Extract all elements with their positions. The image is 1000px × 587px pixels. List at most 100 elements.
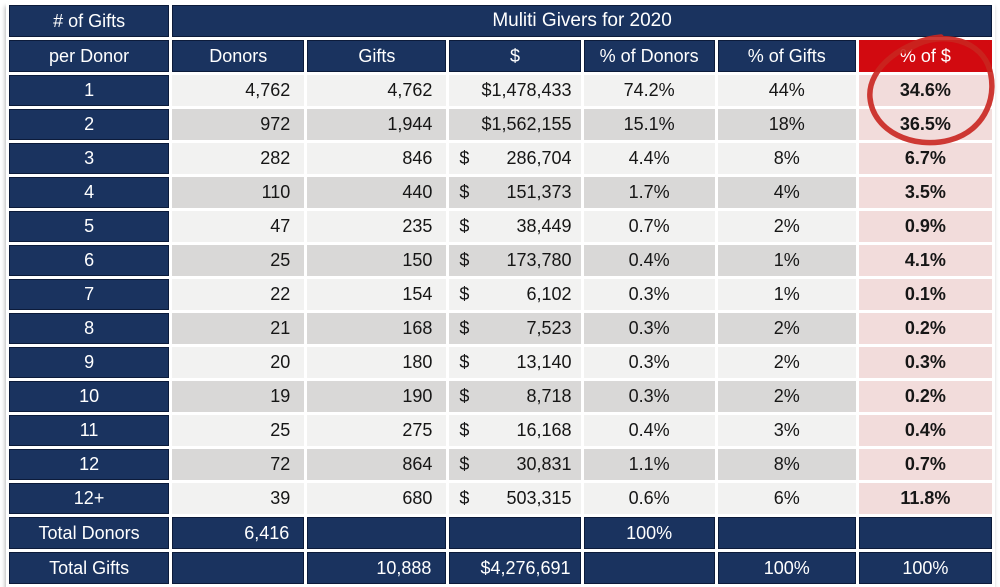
currency-symbol: $ xyxy=(459,318,470,338)
cell-pct-donors: 0.3% xyxy=(583,279,715,310)
cell-gifts: 846 xyxy=(307,143,447,174)
data-row: 1 4,762 4,762 $1,478,433 74.2% 44% 34.6% xyxy=(9,75,992,106)
amount-value: 8,718 xyxy=(526,386,572,406)
cell-total-dollars xyxy=(449,517,581,549)
cell-dollars: $151,373 xyxy=(449,177,581,208)
cell-donors: 22 xyxy=(172,279,305,310)
cell-dollars: $6,102 xyxy=(449,279,581,310)
cell-dollars: $1,478,433 xyxy=(449,75,581,106)
total-row: Total Donors 6,416 100% xyxy=(9,517,992,549)
cell-gifts: 680 xyxy=(307,483,447,514)
cell-pct-donors: 0.3% xyxy=(583,381,715,412)
cell-pct-dollars: 0.2% xyxy=(858,381,992,412)
cell-total-pct-donors: 100% xyxy=(583,517,715,549)
currency-symbol: $ xyxy=(459,488,470,508)
cell-gifts-per-donor: 12 xyxy=(9,449,170,480)
cell-pct-gifts: 44% xyxy=(717,75,856,106)
amount-value: 286,704 xyxy=(506,148,572,168)
cell-total-label: Total Donors xyxy=(9,517,170,549)
data-row: 7 22 154 $6,102 0.3% 1% 0.1% xyxy=(9,279,992,310)
col-header-pct-gifts: % of Gifts xyxy=(717,40,856,72)
cell-pct-donors: 4.4% xyxy=(583,143,715,174)
table-title: Muliti Givers for 2020 xyxy=(172,5,992,37)
data-row: 11 25 275 $16,168 0.4% 3% 0.4% xyxy=(9,415,992,446)
cell-pct-dollars: 4.1% xyxy=(858,245,992,276)
cell-dollars: $16,168 xyxy=(449,415,581,446)
cell-donors: 20 xyxy=(172,347,305,378)
table-body: 1 4,762 4,762 $1,478,433 74.2% 44% 34.6% 2 972 1,… xyxy=(9,75,992,584)
cell-total-gifts: 10,888 xyxy=(307,552,447,584)
cell-gifts-per-donor: 12+ xyxy=(9,483,170,514)
currency-symbol: $ xyxy=(459,250,470,270)
currency-symbol: $ xyxy=(459,284,470,304)
data-row: 2 972 1,944 $1,562,155 15.1% 18% 36.5% xyxy=(9,109,992,140)
cell-total-pct-dollars xyxy=(858,517,992,549)
cell-gifts-per-donor: 6 xyxy=(9,245,170,276)
cell-total-dollars: $4,276,691 xyxy=(449,552,581,584)
cell-pct-gifts: 3% xyxy=(717,415,856,446)
cell-gifts-per-donor: 3 xyxy=(9,143,170,174)
cell-dollars: $8,718 xyxy=(449,381,581,412)
cell-pct-gifts: 1% xyxy=(717,279,856,310)
amount-value: $1,478,433 xyxy=(481,80,572,100)
data-row: 9 20 180 $13,140 0.3% 2% 0.3% xyxy=(9,347,992,378)
cell-donors: 19 xyxy=(172,381,305,412)
cell-total-donors: 6,416 xyxy=(172,517,305,549)
cell-pct-dollars: 6.7% xyxy=(858,143,992,174)
cell-pct-dollars: 11.8% xyxy=(858,483,992,514)
title-row: # of Gifts Muliti Givers for 2020 xyxy=(9,5,992,37)
cell-pct-dollars: 36.5% xyxy=(858,109,992,140)
cell-total-gifts xyxy=(307,517,447,549)
cell-dollars: $173,780 xyxy=(449,245,581,276)
col-header-pct-dollars: % of $ xyxy=(858,40,992,72)
amount-value: 13,140 xyxy=(516,352,572,372)
cell-dollars: $503,315 xyxy=(449,483,581,514)
cell-donors: 47 xyxy=(172,211,305,242)
column-header-row: per Donor Donors Gifts $ % of Donors % o… xyxy=(9,40,992,72)
cell-total-pct-gifts xyxy=(717,517,856,549)
amount-value: 38,449 xyxy=(516,216,572,236)
cell-gifts: 168 xyxy=(307,313,447,344)
cell-dollars: $7,523 xyxy=(449,313,581,344)
cell-total-pct-dollars: 100% xyxy=(858,552,992,584)
corner-cell-gifts: # of Gifts xyxy=(9,5,170,37)
cell-pct-gifts: 8% xyxy=(717,143,856,174)
multi-givers-table: # of Gifts Muliti Givers for 2020 per Do… xyxy=(6,2,995,587)
cell-pct-donors: 1.7% xyxy=(583,177,715,208)
col-header-dollars: $ xyxy=(449,40,581,72)
cell-gifts-per-donor: 9 xyxy=(9,347,170,378)
cell-pct-donors: 0.4% xyxy=(583,415,715,446)
cell-gifts-per-donor: 11 xyxy=(9,415,170,446)
cell-total-label: Total Gifts xyxy=(9,552,170,584)
cell-pct-gifts: 2% xyxy=(717,347,856,378)
cell-pct-dollars: 3.5% xyxy=(858,177,992,208)
data-row: 3 282 846 $286,704 4.4% 8% 6.7% xyxy=(9,143,992,174)
cell-pct-gifts: 2% xyxy=(717,313,856,344)
cell-gifts-per-donor: 10 xyxy=(9,381,170,412)
data-row: 10 19 190 $8,718 0.3% 2% 0.2% xyxy=(9,381,992,412)
data-row: 8 21 168 $7,523 0.3% 2% 0.2% xyxy=(9,313,992,344)
cell-gifts: 440 xyxy=(307,177,447,208)
cell-dollars: $38,449 xyxy=(449,211,581,242)
amount-value: 173,780 xyxy=(506,250,572,270)
cell-pct-gifts: 4% xyxy=(717,177,856,208)
cell-gifts: 154 xyxy=(307,279,447,310)
cell-pct-dollars: 0.9% xyxy=(858,211,992,242)
cell-dollars: $13,140 xyxy=(449,347,581,378)
cell-pct-gifts: 1% xyxy=(717,245,856,276)
cell-total-pct-gifts: 100% xyxy=(717,552,856,584)
data-row: 6 25 150 $173,780 0.4% 1% 4.1% xyxy=(9,245,992,276)
cell-pct-donors: 0.3% xyxy=(583,313,715,344)
currency-symbol: $ xyxy=(459,216,470,236)
slide-canvas: # of Gifts Muliti Givers for 2020 per Do… xyxy=(9,5,995,584)
cell-gifts: 275 xyxy=(307,415,447,446)
cell-donors: 972 xyxy=(172,109,305,140)
cell-donors: 282 xyxy=(172,143,305,174)
amount-value: 151,373 xyxy=(506,182,572,202)
cell-gifts: 150 xyxy=(307,245,447,276)
cell-gifts: 235 xyxy=(307,211,447,242)
cell-donors: 110 xyxy=(172,177,305,208)
cell-donors: 25 xyxy=(172,245,305,276)
cell-gifts-per-donor: 5 xyxy=(9,211,170,242)
cell-total-donors xyxy=(172,552,305,584)
